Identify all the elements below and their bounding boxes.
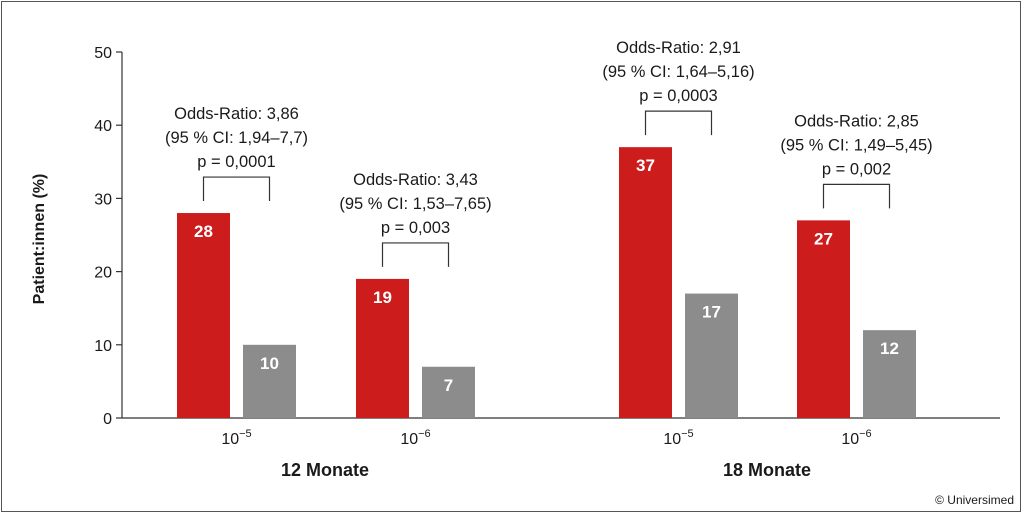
odds-ratio-annotation: Odds-Ratio: 2,85: [794, 112, 919, 130]
bar: [177, 213, 230, 418]
y-tick-label: 10: [94, 338, 112, 355]
bar-value-label: 7: [444, 376, 453, 395]
significance-bracket: [381, 242, 450, 267]
bar: [422, 366, 475, 418]
odds-ratio-annotation: (95 % CI: 1,94–7,7): [165, 129, 308, 147]
bar-value-label: 19: [373, 288, 392, 307]
x-tick-label: 10−5: [221, 428, 251, 448]
significance-bracket: [202, 176, 271, 202]
bar-value-label: 17: [702, 303, 721, 322]
odds-ratio-annotation: p = 0,002: [822, 160, 891, 178]
y-axis-label: Patient:innen (%): [31, 174, 48, 305]
bar: [356, 278, 409, 418]
bar: [863, 330, 916, 418]
significance-bracket: [822, 183, 891, 209]
odds-ratio-annotation: (95 % CI: 1,64–5,16): [602, 63, 754, 81]
bar-value-label: 12: [880, 339, 899, 358]
y-axis: 0 10 20 30 40 50: [94, 45, 123, 428]
odds-ratio-annotation: p = 0,003: [381, 219, 450, 237]
annotations: Odds-Ratio: 3,86 (95 % CI: 1,94–7,7) p = 0…: [165, 39, 933, 267]
x-axis: 10−5 10−6 12 Monate 10−5 10−6 18 Monate: [122, 417, 1000, 480]
odds-ratio-annotation: Odds-Ratio: 3,86: [174, 105, 299, 123]
x-tick-label: 10−5: [663, 428, 693, 448]
odds-ratio-annotation: (95 % CI: 1,49–5,45): [780, 136, 932, 154]
bar: [619, 147, 672, 418]
group-label: 18 Monate: [723, 460, 811, 480]
y-tick-label: 20: [94, 265, 112, 282]
y-tick-label: 50: [94, 45, 112, 62]
y-tick-label: 0: [103, 411, 112, 428]
odds-ratio-annotation: (95 % CI: 1,53–7,65): [339, 195, 491, 213]
bar-value-label: 27: [814, 229, 833, 248]
bars: 28 10 19 7 37 17 27 12: [177, 147, 916, 418]
bar: [685, 293, 738, 418]
odds-ratio-annotation: p = 0,0001: [197, 153, 275, 171]
odds-ratio-annotation: Odds-Ratio: 2,91: [616, 39, 741, 57]
x-tick-label: 10−6: [841, 428, 871, 448]
bar: [243, 344, 296, 418]
group-label: 12 Monate: [281, 460, 369, 480]
bar-value-label: 28: [194, 222, 213, 241]
significance-bracket: [644, 110, 713, 136]
copyright-notice: © Universimed: [935, 493, 1014, 507]
odds-ratio-annotation: p = 0,0003: [639, 87, 717, 105]
bar: [797, 220, 850, 418]
bar-value-label: 10: [260, 354, 279, 373]
y-tick-label: 30: [94, 191, 112, 208]
bar-value-label: 37: [636, 156, 655, 175]
y-tick-label: 40: [94, 118, 112, 135]
odds-ratio-annotation: Odds-Ratio: 3,43: [353, 171, 478, 189]
x-tick-label: 10−6: [400, 428, 430, 448]
